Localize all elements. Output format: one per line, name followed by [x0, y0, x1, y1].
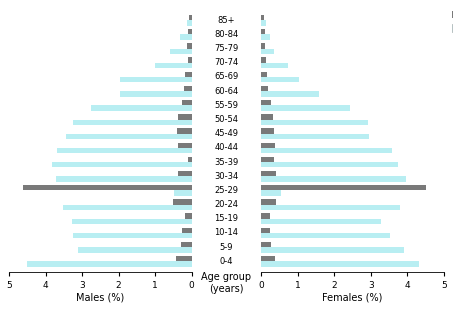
Bar: [73, 233, 192, 238]
Text: 50-54: 50-54: [215, 115, 238, 124]
Bar: [188, 57, 192, 63]
Bar: [261, 162, 398, 167]
Bar: [261, 105, 350, 111]
Text: Age group
(years): Age group (years): [202, 272, 251, 294]
Bar: [261, 86, 268, 91]
Bar: [261, 148, 392, 153]
Bar: [261, 228, 270, 233]
Bar: [155, 63, 192, 68]
Bar: [261, 157, 274, 162]
Bar: [177, 128, 192, 134]
Bar: [56, 176, 192, 182]
Bar: [73, 120, 192, 125]
Bar: [185, 213, 192, 219]
X-axis label: Females (%): Females (%): [323, 293, 383, 303]
Text: 65-69: 65-69: [214, 72, 239, 82]
Bar: [182, 228, 192, 233]
Bar: [178, 142, 192, 148]
Bar: [178, 114, 192, 120]
Bar: [261, 57, 265, 63]
Bar: [27, 261, 192, 267]
Bar: [63, 204, 192, 210]
Bar: [52, 162, 192, 167]
Bar: [261, 213, 270, 219]
Text: 60-64: 60-64: [214, 87, 239, 96]
Text: 5-9: 5-9: [220, 243, 233, 252]
Legend: Greater Darwin, Rest of NT: Greater Darwin, Rest of NT: [451, 9, 453, 35]
Bar: [261, 199, 276, 204]
Bar: [261, 35, 270, 40]
Bar: [261, 185, 426, 190]
Bar: [120, 77, 192, 82]
Bar: [188, 157, 192, 162]
Text: 15-19: 15-19: [215, 214, 238, 223]
Bar: [91, 105, 192, 111]
Bar: [57, 148, 192, 153]
Text: 30-34: 30-34: [214, 172, 239, 181]
Bar: [261, 120, 368, 125]
Bar: [184, 86, 192, 91]
Bar: [261, 190, 281, 196]
Bar: [187, 20, 192, 26]
Bar: [261, 72, 267, 77]
Bar: [185, 72, 192, 77]
Bar: [261, 15, 264, 20]
Bar: [261, 63, 288, 68]
Bar: [78, 247, 192, 252]
Text: 10-14: 10-14: [215, 228, 238, 237]
Bar: [261, 29, 265, 35]
Bar: [261, 219, 381, 224]
Text: 45-49: 45-49: [215, 129, 238, 138]
Bar: [261, 261, 419, 267]
Bar: [261, 100, 271, 105]
Bar: [261, 233, 390, 238]
Text: 80-84: 80-84: [214, 30, 239, 39]
Text: 20-24: 20-24: [215, 200, 238, 209]
Text: 0-4: 0-4: [220, 257, 233, 266]
Text: 85+: 85+: [218, 16, 235, 25]
Text: 25-29: 25-29: [215, 186, 238, 195]
Bar: [176, 256, 192, 261]
Text: 35-39: 35-39: [214, 157, 239, 167]
Text: 40-44: 40-44: [215, 143, 238, 152]
Bar: [261, 256, 275, 261]
Bar: [261, 134, 369, 139]
Bar: [181, 242, 192, 247]
Bar: [188, 43, 192, 49]
Bar: [261, 171, 276, 176]
Text: 55-59: 55-59: [215, 101, 238, 110]
Bar: [261, 114, 273, 120]
Text: 75-79: 75-79: [214, 44, 239, 53]
Bar: [261, 49, 274, 54]
Bar: [66, 134, 192, 139]
Bar: [261, 43, 265, 49]
Bar: [23, 185, 192, 190]
Bar: [261, 176, 405, 182]
Bar: [261, 77, 299, 82]
Bar: [72, 219, 192, 224]
Bar: [173, 199, 192, 204]
Bar: [261, 142, 275, 148]
Bar: [178, 171, 192, 176]
X-axis label: Males (%): Males (%): [76, 293, 125, 303]
Bar: [189, 15, 192, 20]
Bar: [174, 190, 192, 196]
Bar: [261, 247, 405, 252]
Bar: [188, 29, 192, 35]
Bar: [261, 204, 400, 210]
Bar: [120, 91, 192, 97]
Text: 70-74: 70-74: [214, 58, 239, 67]
Bar: [180, 35, 192, 40]
Bar: [170, 49, 192, 54]
Bar: [182, 100, 192, 105]
Bar: [261, 91, 319, 97]
Bar: [261, 128, 274, 134]
Bar: [261, 242, 271, 247]
Bar: [261, 20, 266, 26]
